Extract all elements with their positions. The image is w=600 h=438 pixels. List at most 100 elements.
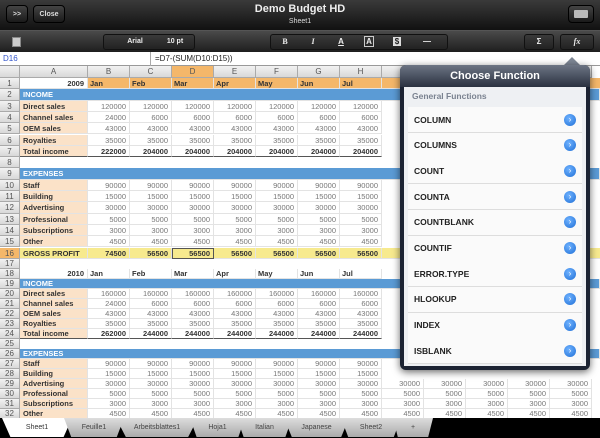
cell[interactable]: 35000: [298, 134, 340, 146]
cell[interactable]: 160000: [214, 288, 256, 299]
cell[interactable]: 30000: [88, 378, 130, 389]
row-header[interactable]: 8: [0, 157, 20, 169]
cell[interactable]: 43000: [298, 308, 340, 319]
cell[interactable]: 160000: [88, 288, 130, 299]
font-size-select[interactable]: 10 pt: [166, 38, 184, 45]
row-header[interactable]: 28: [0, 368, 20, 379]
cell[interactable]: 15000: [298, 368, 340, 379]
chevron-right-icon[interactable]: ›: [564, 242, 576, 254]
row-label[interactable]: 2009: [20, 78, 88, 90]
cell[interactable]: 43000: [298, 123, 340, 135]
cell[interactable]: Apr: [214, 268, 256, 279]
row-header[interactable]: 26: [0, 348, 20, 359]
cell[interactable]: 90000: [340, 358, 382, 369]
cell[interactable]: 30000: [424, 378, 466, 389]
cell[interactable]: 30000: [508, 378, 550, 389]
column-header[interactable]: B: [88, 66, 130, 78]
cell[interactable]: 6000: [256, 298, 298, 309]
cell[interactable]: 244000: [172, 328, 214, 339]
cell[interactable]: 160000: [298, 288, 340, 299]
row-header[interactable]: 4: [0, 111, 20, 124]
cell[interactable]: 5000: [88, 213, 130, 225]
function-item[interactable]: COUNTIF ›: [408, 235, 582, 262]
row-header[interactable]: 30: [0, 388, 20, 399]
cell[interactable]: 35000: [340, 318, 382, 329]
cell[interactable]: 160000: [340, 288, 382, 299]
cell[interactable]: May: [256, 78, 298, 90]
cell[interactable]: 15000: [130, 368, 172, 379]
cell[interactable]: 15000: [172, 368, 214, 379]
cell[interactable]: 15000: [340, 368, 382, 379]
row-header[interactable]: 12: [0, 202, 20, 214]
cell[interactable]: 4500: [256, 236, 298, 248]
cell[interactable]: 5000: [340, 388, 382, 399]
cell[interactable]: 43000: [214, 308, 256, 319]
cell[interactable]: 43000: [340, 123, 382, 135]
text-color-button[interactable]: A: [338, 37, 344, 46]
cell[interactable]: 90000: [130, 358, 172, 369]
cell[interactable]: 4500: [256, 408, 298, 418]
cell[interactable]: 90000: [130, 179, 172, 191]
cell[interactable]: 3000: [130, 398, 172, 409]
cell[interactable]: 43000: [256, 308, 298, 319]
cell[interactable]: Mar: [172, 268, 214, 279]
cell[interactable]: 3000: [340, 224, 382, 237]
sheet-tab[interactable]: Hoja1: [190, 418, 245, 437]
formula-input[interactable]: =D7-(SUM(D10:D15)): [155, 54, 233, 63]
cell[interactable]: 56500: [256, 247, 298, 259]
cell[interactable]: 15000: [298, 191, 340, 203]
cell[interactable]: Feb: [130, 268, 172, 279]
cell[interactable]: 120000: [340, 100, 382, 112]
cell[interactable]: 30000: [88, 202, 130, 214]
cell[interactable]: 30000: [466, 378, 508, 389]
cell[interactable]: 35000: [130, 134, 172, 146]
cell[interactable]: 120000: [214, 100, 256, 112]
chevron-right-icon[interactable]: ›: [564, 190, 576, 203]
cell[interactable]: 6000: [340, 111, 382, 124]
cell[interactable]: 15000: [172, 191, 214, 203]
row-header[interactable]: 20: [0, 288, 20, 299]
row-header[interactable]: 29: [0, 378, 20, 389]
cell[interactable]: 3000: [214, 224, 256, 237]
cell[interactable]: 30000: [382, 378, 424, 389]
column-header[interactable]: G: [298, 66, 340, 78]
cell[interactable]: 3000: [298, 398, 340, 409]
cell[interactable]: 4500: [508, 408, 550, 418]
cell[interactable]: 204000: [214, 145, 256, 158]
cell[interactable]: 24000: [88, 298, 130, 309]
cell[interactable]: 120000: [298, 100, 340, 112]
cell[interactable]: Jul: [340, 268, 382, 279]
cell[interactable]: 3000: [340, 398, 382, 409]
cell[interactable]: 30000: [130, 202, 172, 214]
row-header[interactable]: 13: [0, 213, 20, 225]
italic-button[interactable]: I: [311, 37, 315, 46]
row-label[interactable]: OEM sales: [20, 308, 88, 319]
function-item[interactable]: ISBLANK ›: [408, 338, 582, 365]
cell[interactable]: 90000: [214, 358, 256, 369]
function-item[interactable]: COUNT ›: [408, 158, 582, 185]
cell[interactable]: 15000: [214, 191, 256, 203]
cell[interactable]: 90000: [298, 358, 340, 369]
cell[interactable]: 4500: [466, 408, 508, 418]
cell[interactable]: 43000: [172, 308, 214, 319]
sheet-tab[interactable]: Feuille1: [64, 418, 124, 437]
cell[interactable]: Jul: [340, 78, 382, 90]
cell[interactable]: 244000: [256, 328, 298, 339]
function-item[interactable]: ERROR.TYPE ›: [408, 261, 582, 288]
cell[interactable]: 35000: [214, 134, 256, 146]
function-item[interactable]: HLOOKUP ›: [408, 286, 582, 313]
cell[interactable]: 35000: [256, 318, 298, 329]
cell[interactable]: 6000: [172, 298, 214, 309]
cell[interactable]: 56500: [172, 247, 214, 259]
row-label[interactable]: Advertising: [20, 378, 88, 389]
cell[interactable]: Mar: [172, 78, 214, 90]
cell[interactable]: 4500: [382, 408, 424, 418]
row-header[interactable]: 3: [0, 100, 20, 112]
cell[interactable]: 5000: [466, 388, 508, 399]
cell[interactable]: 244000: [340, 328, 382, 339]
cell[interactable]: 35000: [340, 134, 382, 146]
row-label[interactable]: Direct sales: [20, 100, 88, 112]
cell[interactable]: 5000: [214, 213, 256, 225]
cell[interactable]: 35000: [88, 318, 130, 329]
cell[interactable]: Apr: [214, 78, 256, 90]
